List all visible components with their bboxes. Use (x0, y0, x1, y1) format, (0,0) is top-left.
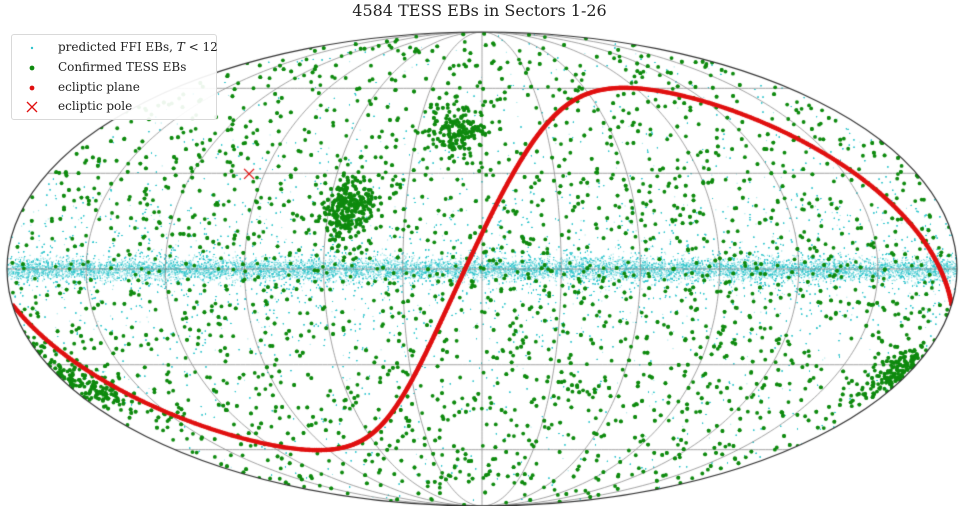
chart-title: 4584 TESS EBs in Sectors 1-26 (352, 1, 607, 20)
legend-label-ecliptic-pole: ecliptic pole (58, 99, 133, 113)
legend-marker-ecliptic-pole (26, 101, 38, 113)
legend-marker-confirmed (29, 65, 35, 71)
legend-item-ecliptic-plane: ecliptic plane (12, 78, 216, 98)
legend-label-confirmed: Confirmed TESS EBs (58, 60, 187, 74)
legend-marker-predicted (30, 46, 34, 50)
legend-item-predicted: predicted FFI EBs, T < 12 (12, 38, 218, 58)
legend: predicted FFI EBs, T < 12 Confirmed TESS… (11, 34, 218, 120)
legend-item-confirmed: Confirmed TESS EBs (12, 58, 216, 78)
legend-marker-ecliptic-plane (29, 85, 35, 91)
legend-label-predicted: predicted FFI EBs, T < 12 (58, 40, 218, 54)
legend-item-ecliptic-pole: ecliptic pole (12, 97, 216, 117)
legend-label-ecliptic-plane: ecliptic plane (58, 80, 140, 94)
